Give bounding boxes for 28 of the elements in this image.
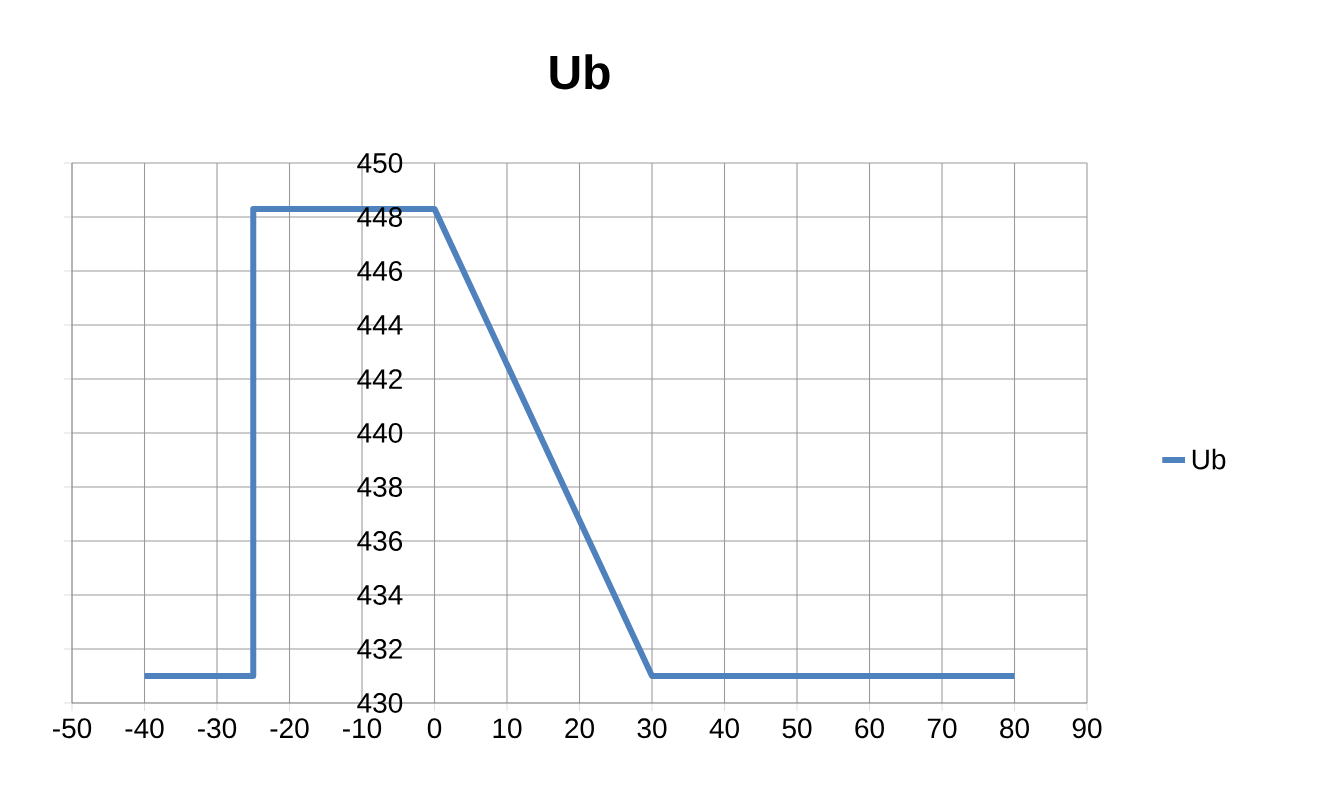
x-tick-label: 90 xyxy=(1072,718,1102,739)
x-tick-label: -50 xyxy=(53,718,92,739)
x-tick-label: 70 xyxy=(927,718,957,739)
x-tick-label: -10 xyxy=(343,718,382,739)
x-tick-label: 10 xyxy=(493,718,522,739)
legend-label: Ub xyxy=(1192,448,1226,470)
y-tick-label: 446 xyxy=(357,261,403,281)
x-tick-label: 80 xyxy=(1000,718,1029,739)
y-tick-label: 434 xyxy=(357,585,403,605)
x-tick-label: 50 xyxy=(782,718,812,739)
y-tick-label: 432 xyxy=(357,639,402,659)
x-tick-label: 40 xyxy=(709,718,739,739)
y-tick-label: 440 xyxy=(357,423,403,443)
x-tick-label: 20 xyxy=(565,718,594,739)
y-tick-label: 436 xyxy=(357,531,403,551)
x-tick-label: -30 xyxy=(198,718,237,739)
y-tick-label: 444 xyxy=(357,315,403,335)
x-tick-label: 0 xyxy=(427,718,442,739)
x-tick-label: -40 xyxy=(125,718,164,739)
x-tick-label: -20 xyxy=(270,718,309,739)
y-tick-label: 448 xyxy=(357,207,403,227)
y-tick-label: 430 xyxy=(357,693,403,713)
x-tick-label: 30 xyxy=(637,718,667,739)
y-tick-label: 438 xyxy=(357,477,403,497)
y-tick-label: 442 xyxy=(357,369,402,389)
chart-title: Ub xyxy=(550,54,610,90)
y-tick-label: 450 xyxy=(357,153,403,173)
x-tick-label: 60 xyxy=(855,718,884,739)
